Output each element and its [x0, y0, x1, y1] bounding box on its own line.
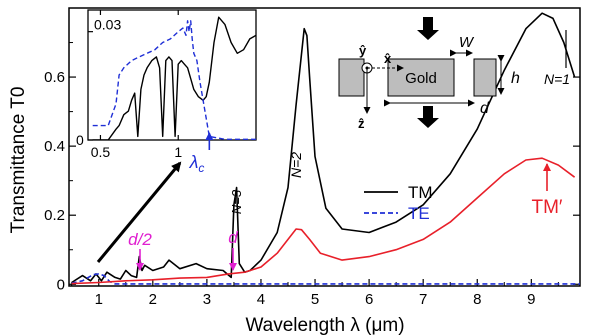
lambda-c-label: λc: [189, 152, 205, 175]
mode-label-n3: N=3: [229, 189, 244, 214]
gold-label: Gold: [405, 70, 437, 87]
grating-schematic: Gold ŷ x̂ ẑ W h d: [338, 17, 520, 131]
axis-z-label: ẑ: [358, 116, 365, 131]
gold-slab-left: [338, 58, 365, 97]
series-line-te-1: [71, 273, 580, 285]
x-tick-label-4: 5: [311, 291, 319, 308]
main-plot-frame: [68, 7, 581, 287]
series-line-tm-0: [71, 12, 576, 284]
tm-prime-label: TM′: [532, 197, 563, 218]
main-series-group: [71, 12, 580, 285]
h-label: h: [511, 70, 520, 87]
x-tick-label-1: 2: [149, 291, 157, 308]
zoom-arrow: [96, 161, 182, 263]
series-line-te-1: [92, 20, 256, 140]
gold-slab-right: [473, 58, 497, 97]
y-tick-label-3: 0.6: [44, 69, 65, 86]
x-tick-label-0: 0.5: [91, 144, 111, 160]
x-tick-label-1: 1: [174, 144, 182, 160]
legend-tm-label: TM: [408, 183, 433, 202]
y-axis-label: Transmittance T0: [8, 87, 29, 234]
x-tick-label-3: 4: [257, 291, 265, 308]
legend: TM TE: [364, 183, 433, 223]
period-label: d: [480, 100, 490, 117]
d-half-label: d/2: [128, 230, 152, 249]
x-tick-label-0: 1: [95, 291, 103, 308]
axis-y-label: ŷ: [359, 43, 367, 58]
y-tick-label-0: 0: [57, 276, 65, 293]
x-axis-label: Wavelength λ (μm): [245, 315, 404, 335]
x-tick-label-7: 8: [473, 291, 481, 308]
x-tick-label-8: 9: [527, 291, 535, 308]
inset-series-group: [92, 16, 256, 140]
y-tick-label-1: 0.2: [44, 207, 65, 224]
d-label: d: [228, 228, 238, 247]
inset-y-tick-label-zero: 0: [76, 132, 84, 148]
axis-x-label: x̂: [384, 51, 392, 66]
mode-label-n2: N=2: [288, 152, 304, 178]
inset-y-tick-label-top: 0.03: [94, 17, 121, 33]
legend-te-label: TE: [408, 204, 430, 223]
transmitted-wave-arrow: [417, 106, 439, 128]
x-tick-label-2: 3: [203, 291, 211, 308]
y-tick-label-2: 0.4: [44, 138, 65, 155]
inset-axis-ticks: 0.5 1 0.03 0: [76, 10, 182, 160]
series-line-tm-2: [71, 157, 576, 285]
mode-label-n1: N=1: [544, 71, 570, 87]
incident-wave-arrow: [417, 17, 439, 40]
x-tick-label-5: 6: [365, 291, 373, 308]
w-label: W: [459, 34, 475, 51]
series-line-tm-0: [92, 16, 256, 140]
x-tick-label-6: 7: [419, 291, 427, 308]
